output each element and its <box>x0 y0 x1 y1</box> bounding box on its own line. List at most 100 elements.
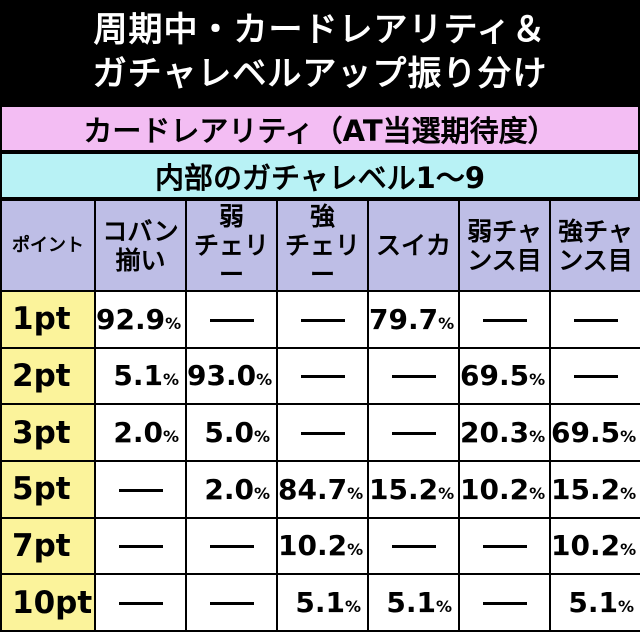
dash-mark <box>209 545 254 549</box>
dash-mark <box>209 318 254 322</box>
table-row: 7pt 10.2% 10.2% <box>0 516 640 576</box>
value-unit: % <box>344 597 361 617</box>
dash-mark <box>209 602 254 606</box>
table-row: 1pt 92.9% 79.7% <box>0 290 640 349</box>
row-label: 10pt <box>0 573 96 632</box>
header-cell-strong-cherry: 強 チェリー <box>276 199 369 292</box>
value-cell: 5.1% <box>549 573 640 632</box>
value-number: 5.1 <box>113 359 163 393</box>
value-number: 5.0 <box>204 416 254 450</box>
value-cell: 79.7% <box>367 290 460 349</box>
value-unit: % <box>162 427 179 447</box>
empty-cell <box>367 346 460 406</box>
empty-cell <box>185 290 278 349</box>
page-title: 周期中・カードレアリティ＆ ガチャレベルアップ振り分け <box>0 0 640 103</box>
dash-mark <box>300 375 345 379</box>
header-label: ンス目 <box>558 245 633 275</box>
value-unit: % <box>347 483 364 503</box>
value-unit: % <box>620 540 637 560</box>
empty-cell <box>185 516 278 576</box>
dash-mark <box>118 602 163 606</box>
header-label: 弱チャ <box>467 216 542 246</box>
value-number: 93.0 <box>187 359 257 393</box>
value-cell: 84.7% <box>276 459 369 519</box>
section-band: カードレアリティ（AT当選期待度） <box>0 105 640 152</box>
header-cell-point: ポイント <box>0 199 96 292</box>
value-unit: % <box>165 313 182 333</box>
header-cell-koban: コバン 揃い <box>94 199 187 292</box>
value-unit: % <box>438 313 455 333</box>
header-label: ンス目 <box>467 245 542 275</box>
row-label: 7pt <box>0 516 96 576</box>
value-number: 92.9 <box>96 302 166 336</box>
empty-cell <box>458 573 551 632</box>
value-number: 5.1 <box>295 586 345 620</box>
value-unit: % <box>253 483 270 503</box>
empty-cell <box>276 403 369 462</box>
value-unit: % <box>529 427 546 447</box>
row-label: 2pt <box>0 346 96 406</box>
header-label: コバン <box>102 216 179 246</box>
header-label: チェリー <box>193 231 269 289</box>
row-label: 1pt <box>0 290 96 349</box>
value-cell: 69.5% <box>549 403 640 462</box>
value-number: 79.7 <box>369 302 439 336</box>
empty-cell <box>185 573 278 632</box>
distribution-table: ポイント コバン 揃い 弱 チェリー 強 チェリー スイカ 弱チャ ンス目 <box>0 199 640 632</box>
value-number: 2.0 <box>204 472 254 506</box>
value-unit: % <box>529 483 546 503</box>
value-number: 10.2 <box>551 529 621 563</box>
header-label: 強チャ <box>558 216 633 246</box>
header-cell-weak-chance: 弱チャ ンス目 <box>458 199 551 292</box>
header-label: 弱 <box>218 202 244 231</box>
header-cell-weak-cherry: 弱 チェリー <box>185 199 278 292</box>
dash-mark <box>118 545 163 549</box>
dash-mark <box>482 602 527 606</box>
table-row: 3pt 2.0% 5.0% 20.3% 69.5% <box>0 403 640 462</box>
value-number: 5.1 <box>568 586 618 620</box>
empty-cell <box>94 516 187 576</box>
empty-cell <box>549 290 640 349</box>
value-unit: % <box>529 370 546 390</box>
value-unit: % <box>162 370 179 390</box>
value-unit: % <box>617 597 634 617</box>
value-cell: 69.5% <box>458 346 551 406</box>
header-cell-strong-chance: 強チャ ンス目 <box>549 199 640 292</box>
empty-cell <box>276 346 369 406</box>
value-cell: 2.0% <box>185 459 278 519</box>
header-label: 揃い <box>115 245 166 275</box>
empty-cell <box>94 459 187 519</box>
value-cell: 92.9% <box>94 290 187 349</box>
empty-cell <box>94 573 187 632</box>
empty-cell <box>549 346 640 406</box>
row-label: 5pt <box>0 459 96 519</box>
title-line-1: 周期中・カードレアリティ＆ <box>93 9 547 50</box>
value-unit: % <box>620 427 637 447</box>
dash-mark <box>391 375 436 379</box>
value-cell: 10.2% <box>276 516 369 576</box>
header-label: ポイント <box>12 235 84 256</box>
value-unit: % <box>438 483 455 503</box>
header-label: チェリー <box>284 231 360 289</box>
dash-mark <box>573 375 618 379</box>
empty-cell <box>276 290 369 349</box>
value-cell: 5.0% <box>185 403 278 462</box>
value-unit: % <box>347 540 364 560</box>
dash-mark <box>391 432 436 436</box>
header-cell-suika: スイカ <box>367 199 460 292</box>
value-cell: 15.2% <box>367 459 460 519</box>
value-cell: 5.1% <box>367 573 460 632</box>
value-unit: % <box>620 483 637 503</box>
value-number: 10.2 <box>278 529 348 563</box>
dash-mark <box>300 318 345 322</box>
table-row: 5pt 2.0% 84.7% 15.2% 10.2% 15.2% <box>0 459 640 519</box>
header-label: スイカ <box>375 231 451 260</box>
value-number: 5.1 <box>386 586 436 620</box>
value-number: 84.7 <box>278 472 348 506</box>
table-row: 10pt 5.1% 5.1% 5.1% <box>0 573 640 632</box>
value-cell: 5.1% <box>276 573 369 632</box>
row-label: 3pt <box>0 403 96 462</box>
value-unit: % <box>435 597 452 617</box>
value-unit: % <box>253 427 270 447</box>
dash-mark <box>300 432 345 436</box>
